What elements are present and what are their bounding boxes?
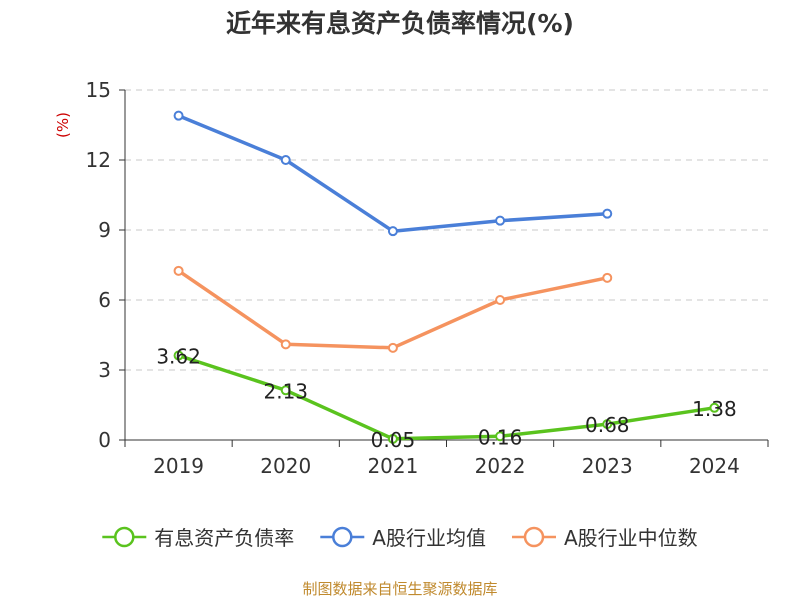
data-point [602, 419, 613, 430]
legend: 有息资产负债率 A股行业均值 A股行业中位数 [102, 526, 698, 550]
legend-item: 有息资产负债率 [102, 526, 294, 550]
legend-item: A股行业均值 [320, 526, 486, 550]
grid-lines [125, 89, 768, 371]
legend-marker [332, 526, 353, 548]
legend-label: A股行业均值 [372, 526, 486, 550]
series-line-2 [177, 269, 608, 350]
y-tick-label: 6 [98, 288, 111, 312]
data-label: 0.68 [585, 413, 630, 437]
data-point [495, 295, 506, 305]
y-tick-label: 9 [98, 218, 111, 242]
source-note: 制图数据来自恒生聚源数据库 [302, 580, 498, 598]
legend-marker [523, 526, 545, 548]
data-point [709, 402, 720, 413]
y-tick-label: 12 [86, 148, 111, 172]
data-label: 1.38 [692, 397, 737, 421]
y-tick-label: 15 [86, 78, 111, 102]
data-point [495, 431, 506, 442]
legend-item: A股行业中位数 [512, 526, 698, 550]
legend-label: 有息资产负债率 [154, 526, 294, 550]
data-label: 0.05 [371, 428, 416, 452]
x-tick-label: 2020 [260, 454, 311, 478]
chart-title: 近年来有息资产负债率情况(%) [226, 9, 574, 38]
data-label: 3.62 [156, 345, 201, 369]
data-labels: 3.62 2.13 0.05 0.16 0.68 1.38 [156, 345, 736, 452]
data-label: 0.16 [478, 425, 523, 449]
x-tick-label: 2021 [367, 454, 418, 478]
data-point [173, 350, 184, 361]
series-line-0 [178, 353, 715, 441]
series-lines [173, 110, 720, 444]
data-point [280, 339, 291, 350]
data-point [387, 226, 398, 237]
legend-marker [114, 526, 135, 548]
data-point [602, 208, 613, 219]
x-tick-label: 2023 [582, 454, 633, 478]
x-tick-label: 2024 [689, 454, 740, 478]
y-axis-label: (%) [54, 112, 72, 138]
data-point [280, 385, 291, 396]
data-label: 2.13 [263, 379, 308, 403]
legend-label: A股行业中位数 [564, 526, 698, 550]
x-tick-label: 2019 [153, 454, 204, 478]
y-tick-label: 3 [98, 358, 111, 382]
data-point [495, 215, 506, 226]
data-point [173, 265, 184, 276]
axes: 0 3 6 9 12 15 2019 2020 2021 2022 2023 2024 (%) [54, 78, 769, 478]
series-line-1 [177, 114, 608, 233]
data-point [602, 272, 613, 283]
x-tick-label: 2022 [475, 454, 526, 478]
data-point [280, 155, 291, 165]
y-tick-label: 0 [98, 428, 111, 452]
data-point [387, 433, 398, 444]
data-point [173, 110, 184, 121]
data-point [387, 342, 398, 353]
